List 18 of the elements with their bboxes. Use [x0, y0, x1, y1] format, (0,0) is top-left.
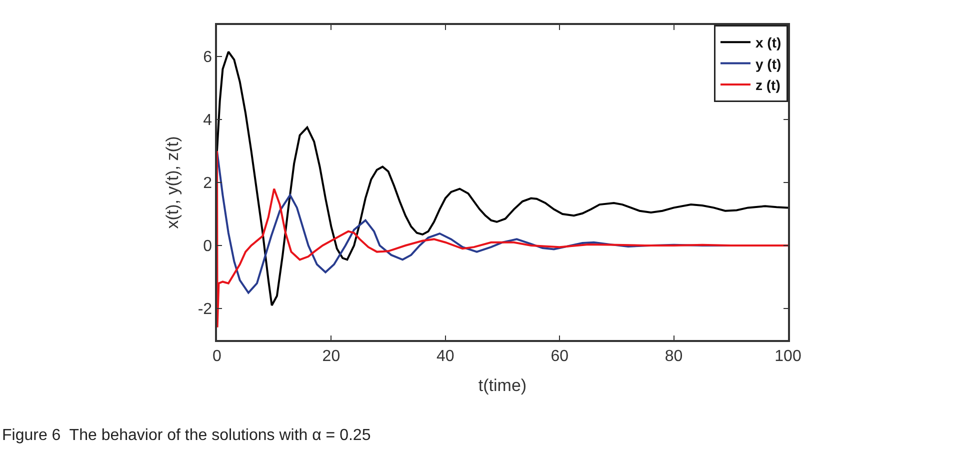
- x-tick-label: 60: [550, 348, 569, 365]
- y-tick-label: -2: [198, 301, 212, 318]
- y-tick-label: 4: [203, 112, 212, 130]
- y-tick-label: 0: [203, 238, 212, 256]
- x-tick-label: 40: [436, 348, 454, 365]
- x-tick-label: 80: [664, 348, 683, 365]
- line-series: [217, 150, 788, 328]
- y-tick-label: 2: [203, 175, 212, 192]
- x-tick-label: 20: [322, 348, 340, 365]
- legend-label: y (t): [756, 56, 782, 72]
- x-axis-title: t(time): [478, 376, 527, 395]
- legend-label: x (t): [756, 34, 782, 51]
- line-series: [217, 50, 788, 306]
- x-tick-label: 100: [774, 348, 802, 365]
- caption: Figure 6 The behavior of the solutions with α = 0.25: [2, 427, 371, 444]
- y-axis-title: x(t), y(t), z(t): [162, 136, 182, 229]
- legend-label: z (t): [756, 76, 780, 93]
- y-tick-label: 6: [203, 49, 212, 66]
